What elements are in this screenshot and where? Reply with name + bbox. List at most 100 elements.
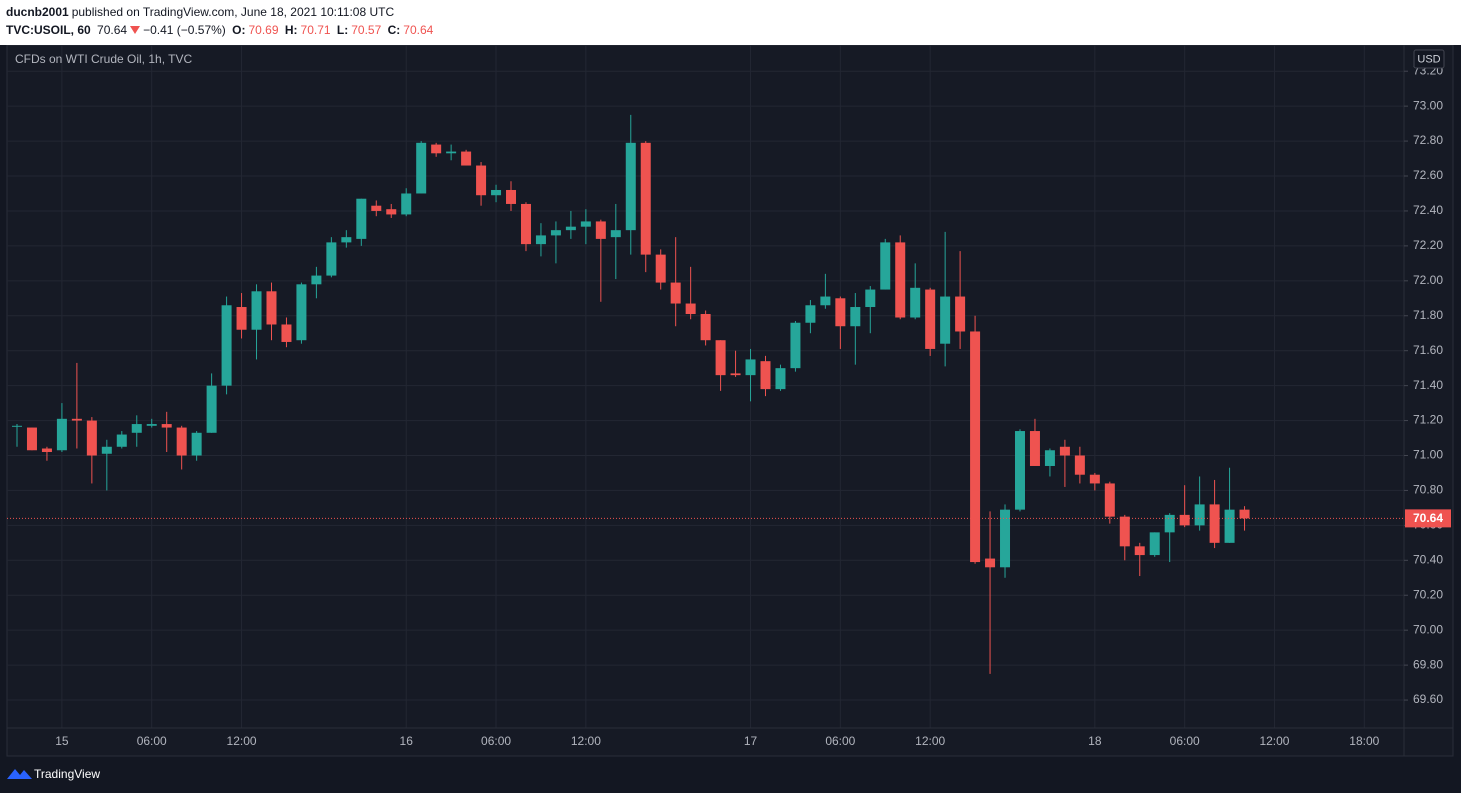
candle-body	[236, 307, 247, 330]
candle-body	[595, 221, 606, 239]
candle-body	[146, 424, 157, 426]
candle-body	[221, 305, 232, 386]
candle-body	[341, 237, 352, 243]
x-tick-label: 06:00	[825, 734, 855, 748]
candle-body	[520, 203, 531, 245]
candle-body	[580, 221, 591, 227]
x-tick-label: 06:00	[1170, 734, 1200, 748]
candle-body	[745, 359, 756, 376]
candle-body	[670, 282, 681, 304]
candle-body	[161, 424, 172, 428]
candle-body	[56, 418, 67, 451]
candle-body	[1149, 532, 1160, 556]
low-value: 70.57	[351, 23, 382, 37]
candle-body	[1179, 514, 1190, 526]
change: −0.41 (−0.57%)	[143, 23, 226, 37]
candle-body	[1104, 483, 1115, 517]
candle-body	[880, 242, 891, 290]
author: ducnb2001	[6, 5, 69, 19]
down-arrow	[130, 26, 141, 34]
candle-body	[296, 284, 307, 341]
candle-body	[1134, 546, 1145, 556]
y-tick-label: 71.60	[1413, 343, 1443, 357]
last-price: 70.64	[97, 23, 128, 37]
candle-body	[41, 448, 52, 453]
candle-body	[386, 209, 397, 215]
candle-body	[416, 142, 427, 194]
x-tick-label: 06:00	[481, 734, 511, 748]
candle-body	[311, 275, 322, 285]
candle-body	[1209, 504, 1220, 543]
quote-line: TVC:USOIL, 60 70.64 −0.41 (−0.57%) O: 70.6…	[6, 23, 436, 37]
candle-body	[835, 298, 846, 327]
y-tick-label: 72.20	[1413, 238, 1443, 252]
candle-body	[865, 289, 876, 308]
candle-body	[1239, 509, 1250, 519]
candle-body	[535, 235, 546, 245]
y-tick-label: 69.60	[1413, 692, 1443, 706]
candle-body	[131, 424, 142, 433]
candle-body	[1119, 516, 1130, 547]
candle-body	[1194, 504, 1205, 526]
close-label: C:	[387, 23, 401, 37]
candle-body	[730, 373, 741, 376]
y-tick-label: 70.20	[1413, 587, 1443, 601]
candle-body	[26, 427, 37, 451]
candle-body	[1029, 431, 1040, 466]
x-tick-label: 12:00	[571, 734, 601, 748]
y-tick-label: 72.40	[1413, 203, 1443, 217]
candle-body	[86, 420, 97, 456]
candle-body	[850, 307, 861, 327]
candle-body	[326, 242, 337, 276]
candle-body	[461, 151, 472, 166]
close-value: 70.64	[403, 23, 434, 37]
high-label: H:	[284, 23, 298, 37]
candle-body	[281, 324, 292, 342]
candle-body	[760, 361, 771, 390]
candle-body	[1000, 509, 1011, 568]
x-tick-label: 06:00	[137, 734, 167, 748]
candle-body	[625, 142, 636, 231]
candle-body	[1224, 509, 1235, 543]
open-label: O:	[232, 23, 246, 37]
candle-body	[371, 205, 382, 211]
x-tick-label: 18:00	[1349, 734, 1379, 748]
last-price-label: 70.64	[1413, 511, 1443, 525]
currency: USD	[1417, 53, 1440, 65]
candle-body	[1089, 474, 1100, 484]
candle-body	[925, 289, 936, 349]
candle-body	[700, 314, 711, 341]
candle-body	[446, 151, 457, 154]
candle-body	[955, 296, 966, 332]
currency-box	[1413, 49, 1445, 69]
y-tick-label: 72.60	[1413, 168, 1443, 182]
candle-body	[775, 368, 786, 390]
candle-body	[101, 446, 112, 454]
y-tick-label: 73.00	[1413, 98, 1443, 112]
x-tick-label: 12:00	[1259, 734, 1289, 748]
candle-body	[640, 142, 651, 255]
y-tick-label: 72.00	[1413, 273, 1443, 287]
candle-body	[476, 165, 487, 196]
candle-body	[431, 144, 442, 154]
candle-body	[356, 198, 367, 239]
candle-body	[266, 291, 277, 325]
y-tick-label: 69.80	[1413, 657, 1443, 671]
last-price-box	[1405, 509, 1451, 528]
candle-body	[655, 254, 666, 283]
candle-body	[715, 340, 726, 376]
candle-body	[491, 189, 502, 196]
x-tick-label: 16	[400, 734, 414, 748]
candles	[7, 114, 1404, 674]
brand-logo	[7, 769, 32, 779]
candle-body	[910, 287, 921, 318]
symbol: TVC:USOIL, 60	[6, 23, 91, 37]
candle-body	[12, 425, 22, 427]
publish-line: ducnb2001 published on TradingView.com, J…	[6, 5, 397, 19]
candle-body	[565, 226, 576, 231]
candle-body	[116, 434, 127, 447]
candle-body	[820, 296, 831, 306]
candle-body	[610, 230, 621, 238]
grid	[7, 45, 1404, 728]
